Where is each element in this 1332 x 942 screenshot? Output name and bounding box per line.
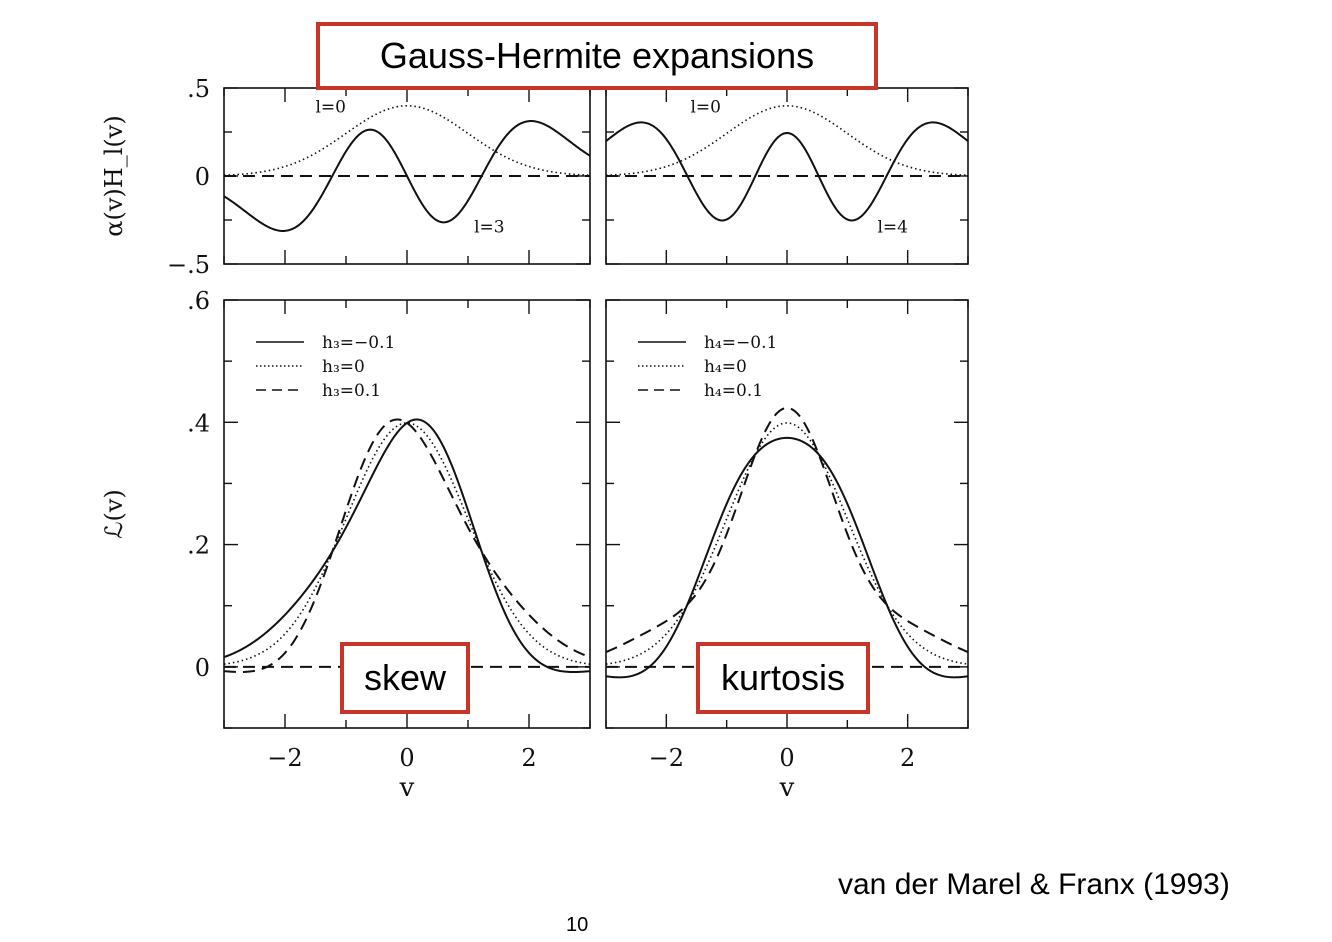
- series-h₄=0: [605, 422, 969, 665]
- y-tick-label: 0: [195, 163, 210, 191]
- y-tick-label: −.5: [167, 251, 210, 279]
- curve-annotation: l=0: [316, 98, 347, 118]
- y-axis-label: ℒ(v): [100, 489, 128, 539]
- y-tick-label: .2: [187, 532, 210, 560]
- y-tick-label: .5: [187, 75, 210, 103]
- y-tick-label: .6: [187, 287, 210, 315]
- x-tick-label: 0: [399, 744, 414, 772]
- y-axis-label: α(v)H_l(v): [100, 115, 128, 236]
- x-tick-label: 2: [900, 744, 915, 772]
- x-axis-label: v: [779, 773, 795, 803]
- curve-annotation: l=4: [878, 217, 909, 237]
- series-h₃=−0.1: [223, 418, 591, 673]
- legend-entry: h₄=−0.1: [704, 333, 777, 353]
- legend-entry: h₄=0: [704, 357, 747, 377]
- x-axis-label: v: [399, 773, 415, 803]
- legend-entry: h₃=0.1: [322, 381, 381, 401]
- series-h₄=−0.1: [605, 436, 969, 679]
- series-h₃=0: [223, 422, 591, 665]
- series-h₄=0.1: [605, 406, 969, 653]
- page-number: 10: [566, 914, 589, 936]
- citation: van der Marel & Franx (1993): [838, 868, 1230, 901]
- x-tick-label: −2: [267, 744, 302, 772]
- x-tick-label: 2: [521, 744, 536, 772]
- y-tick-label: 0: [195, 654, 210, 682]
- series-h₃=0.1: [223, 418, 591, 673]
- legend-entry: h₃=−0.1: [322, 333, 395, 353]
- legend-entry: h₃=0: [322, 357, 365, 377]
- series-l=0: [223, 104, 591, 177]
- figure-title: Gauss-Hermite expansions: [316, 22, 878, 90]
- legend-entry: h₄=0.1: [704, 381, 763, 401]
- series-l=4: [605, 121, 969, 222]
- y-tick-label: .4: [187, 409, 210, 437]
- kurtosis-label: kurtosis: [696, 642, 870, 714]
- skew-label: skew: [340, 642, 470, 714]
- x-tick-label: −2: [649, 744, 684, 772]
- curve-annotation: l=0: [690, 98, 721, 118]
- curve-annotation: l=3: [474, 217, 505, 237]
- series-l=0: [605, 104, 969, 177]
- x-tick-label: 0: [779, 744, 794, 772]
